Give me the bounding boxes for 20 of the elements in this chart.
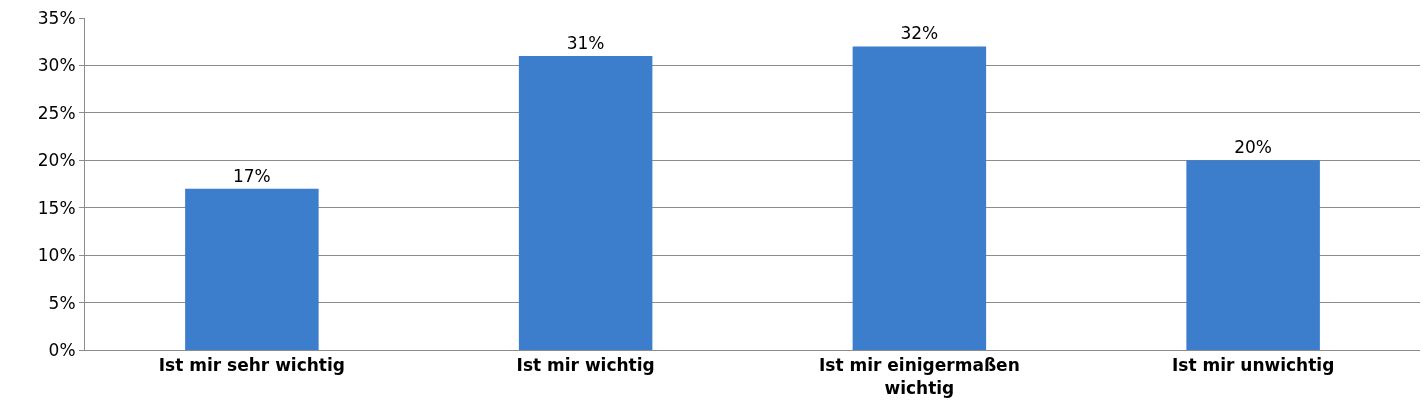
y-tick-label: 15% [37, 197, 76, 218]
y-tick-label: 0% [48, 339, 76, 360]
y-tick-label: 30% [37, 55, 76, 76]
x-tick-label: Ist mir wichtig [516, 355, 655, 376]
x-tick-label: Ist mir einigermaßen wichtig [819, 355, 1020, 398]
y-tick-label: 35% [37, 7, 76, 28]
bar [185, 188, 319, 350]
data-label: 32% [900, 23, 939, 44]
x-tick-label: Ist mir unwichtig [1171, 355, 1335, 376]
data-label: 20% [1234, 137, 1273, 158]
bar [518, 55, 653, 350]
y-tick-label: 5% [48, 292, 76, 313]
y-tick-label: 25% [37, 102, 76, 123]
y-tick-label: 10% [37, 245, 76, 266]
data-label: 17% [232, 165, 271, 186]
y-tick-label: 20% [37, 150, 76, 171]
bar [852, 46, 987, 350]
x-tick-label: Ist mir sehr wichtig [158, 355, 345, 376]
bar [1186, 160, 1320, 350]
data-label: 31% [566, 32, 605, 53]
